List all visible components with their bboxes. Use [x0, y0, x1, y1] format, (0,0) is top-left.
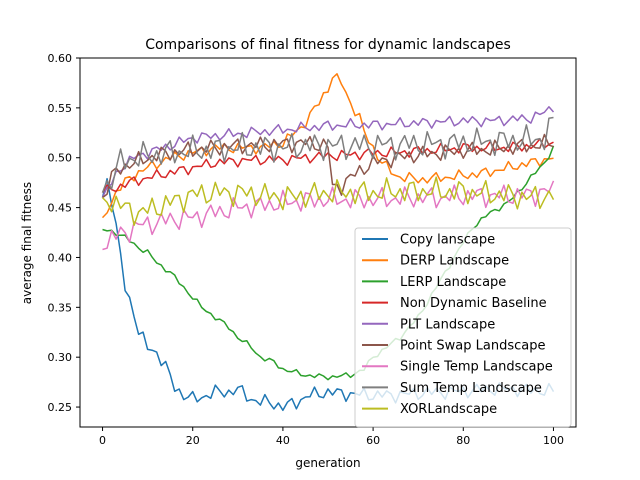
series-line-8: [101, 176, 555, 226]
x-tick-label: 40: [276, 434, 290, 447]
x-tick-label: 100: [543, 434, 564, 447]
plot-area: [101, 73, 555, 412]
y-tick-label: 0.40: [48, 251, 73, 264]
y-tick-label: 0.50: [48, 152, 73, 165]
y-tick-label: 0.60: [48, 52, 73, 65]
x-axis-label: generation: [295, 456, 360, 470]
y-tick-label: 0.30: [48, 351, 73, 364]
legend-label: PLT Landscape: [400, 317, 495, 332]
legend-label: LERP Landscape: [400, 275, 506, 290]
legend: Copy lanscape DERP Landscape LERP Landscap…: [354, 227, 572, 428]
axis-ticks: 0 20 40 60 80 100 0.25 0.30 0.35 0.40 0.45 0.50 0.55…: [48, 52, 577, 447]
y-tick-label: 0.35: [48, 301, 73, 314]
legend-label: Single Temp Landscape: [400, 360, 553, 375]
legend-label: DERP Landscape: [400, 254, 509, 269]
y-tick-label: 0.25: [48, 401, 73, 414]
y-tick-label: 0.55: [48, 102, 73, 115]
legend-label: Copy lanscape: [400, 233, 495, 248]
legend-label: XORLandscape: [400, 402, 497, 417]
x-tick-label: 20: [186, 434, 200, 447]
x-tick-label: 80: [456, 434, 470, 447]
legend-box: [354, 227, 572, 428]
legend-label: Non Dynamic Baseline: [400, 296, 547, 311]
series-line-6: [102, 180, 555, 251]
x-tick-label: 0: [99, 434, 106, 447]
series-line-2: [102, 145, 555, 381]
chart-title: Comparisons of final fitness for dynamic…: [145, 37, 511, 53]
y-axis-label: average final fitness: [20, 182, 34, 304]
x-tick-label: 60: [366, 434, 380, 447]
y-tick-label: 0.45: [48, 202, 73, 215]
axes-frame: [79, 57, 577, 428]
legend-label: Sum Temp Landscape: [400, 381, 542, 396]
legend-label: Point Swap Landscape: [400, 339, 545, 354]
series-line-4: [101, 106, 555, 198]
series-line-7: [101, 116, 554, 193]
